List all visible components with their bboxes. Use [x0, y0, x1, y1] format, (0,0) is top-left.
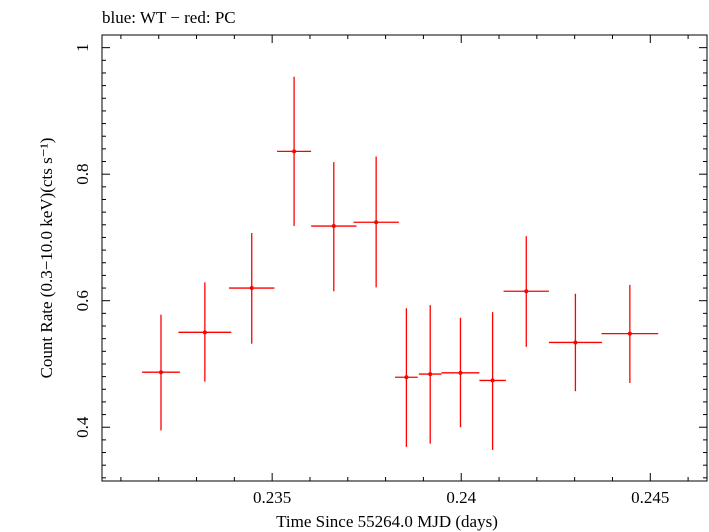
- data-point: [548, 293, 602, 392]
- x-axis-label: Time Since 55264.0 MJD (days): [276, 512, 498, 531]
- y-tick-label: 0.4: [73, 416, 92, 438]
- point-marker: [331, 224, 336, 229]
- y-tick-label: 0.6: [73, 290, 92, 311]
- y-axis-label: Count Rate (0.3−10.0 keV)(cts s⁻¹): [37, 138, 56, 379]
- data-point: [418, 305, 442, 444]
- point-marker: [292, 149, 297, 154]
- data-point: [311, 162, 357, 292]
- point-marker: [374, 220, 379, 225]
- point-marker: [202, 330, 207, 335]
- data-point: [479, 312, 506, 451]
- point-marker: [458, 370, 463, 375]
- data-point: [503, 236, 549, 347]
- point-marker: [404, 375, 409, 380]
- y-axis-ticks: 0.4 0.6 0.8 1: [73, 43, 707, 479]
- point-marker: [249, 286, 254, 291]
- point-marker: [573, 340, 578, 345]
- data-point: [601, 284, 659, 383]
- data-point: [142, 314, 180, 431]
- point-marker: [158, 370, 163, 375]
- data-point: [178, 282, 232, 382]
- x-tick-label: 0.235: [253, 488, 291, 507]
- x-axis-ticks: 0.235 0.24 0.245: [120, 35, 689, 507]
- data-point: [395, 308, 418, 447]
- point-marker: [524, 289, 529, 294]
- y-tick-label: 0.8: [73, 164, 92, 185]
- y-tick-label: 1: [73, 43, 92, 52]
- data-point: [229, 233, 275, 344]
- point-marker: [428, 372, 433, 377]
- plot-frame: [101, 34, 708, 482]
- data-points: [142, 76, 659, 451]
- data-point: [277, 76, 312, 227]
- x-tick-label: 0.245: [631, 488, 669, 507]
- data-point: [441, 317, 480, 428]
- chart-title: blue: WT − red: PC: [102, 8, 236, 27]
- data-point: [353, 156, 399, 288]
- point-marker: [490, 378, 495, 383]
- x-tick-label: 0.24: [446, 488, 476, 507]
- point-marker: [627, 331, 632, 336]
